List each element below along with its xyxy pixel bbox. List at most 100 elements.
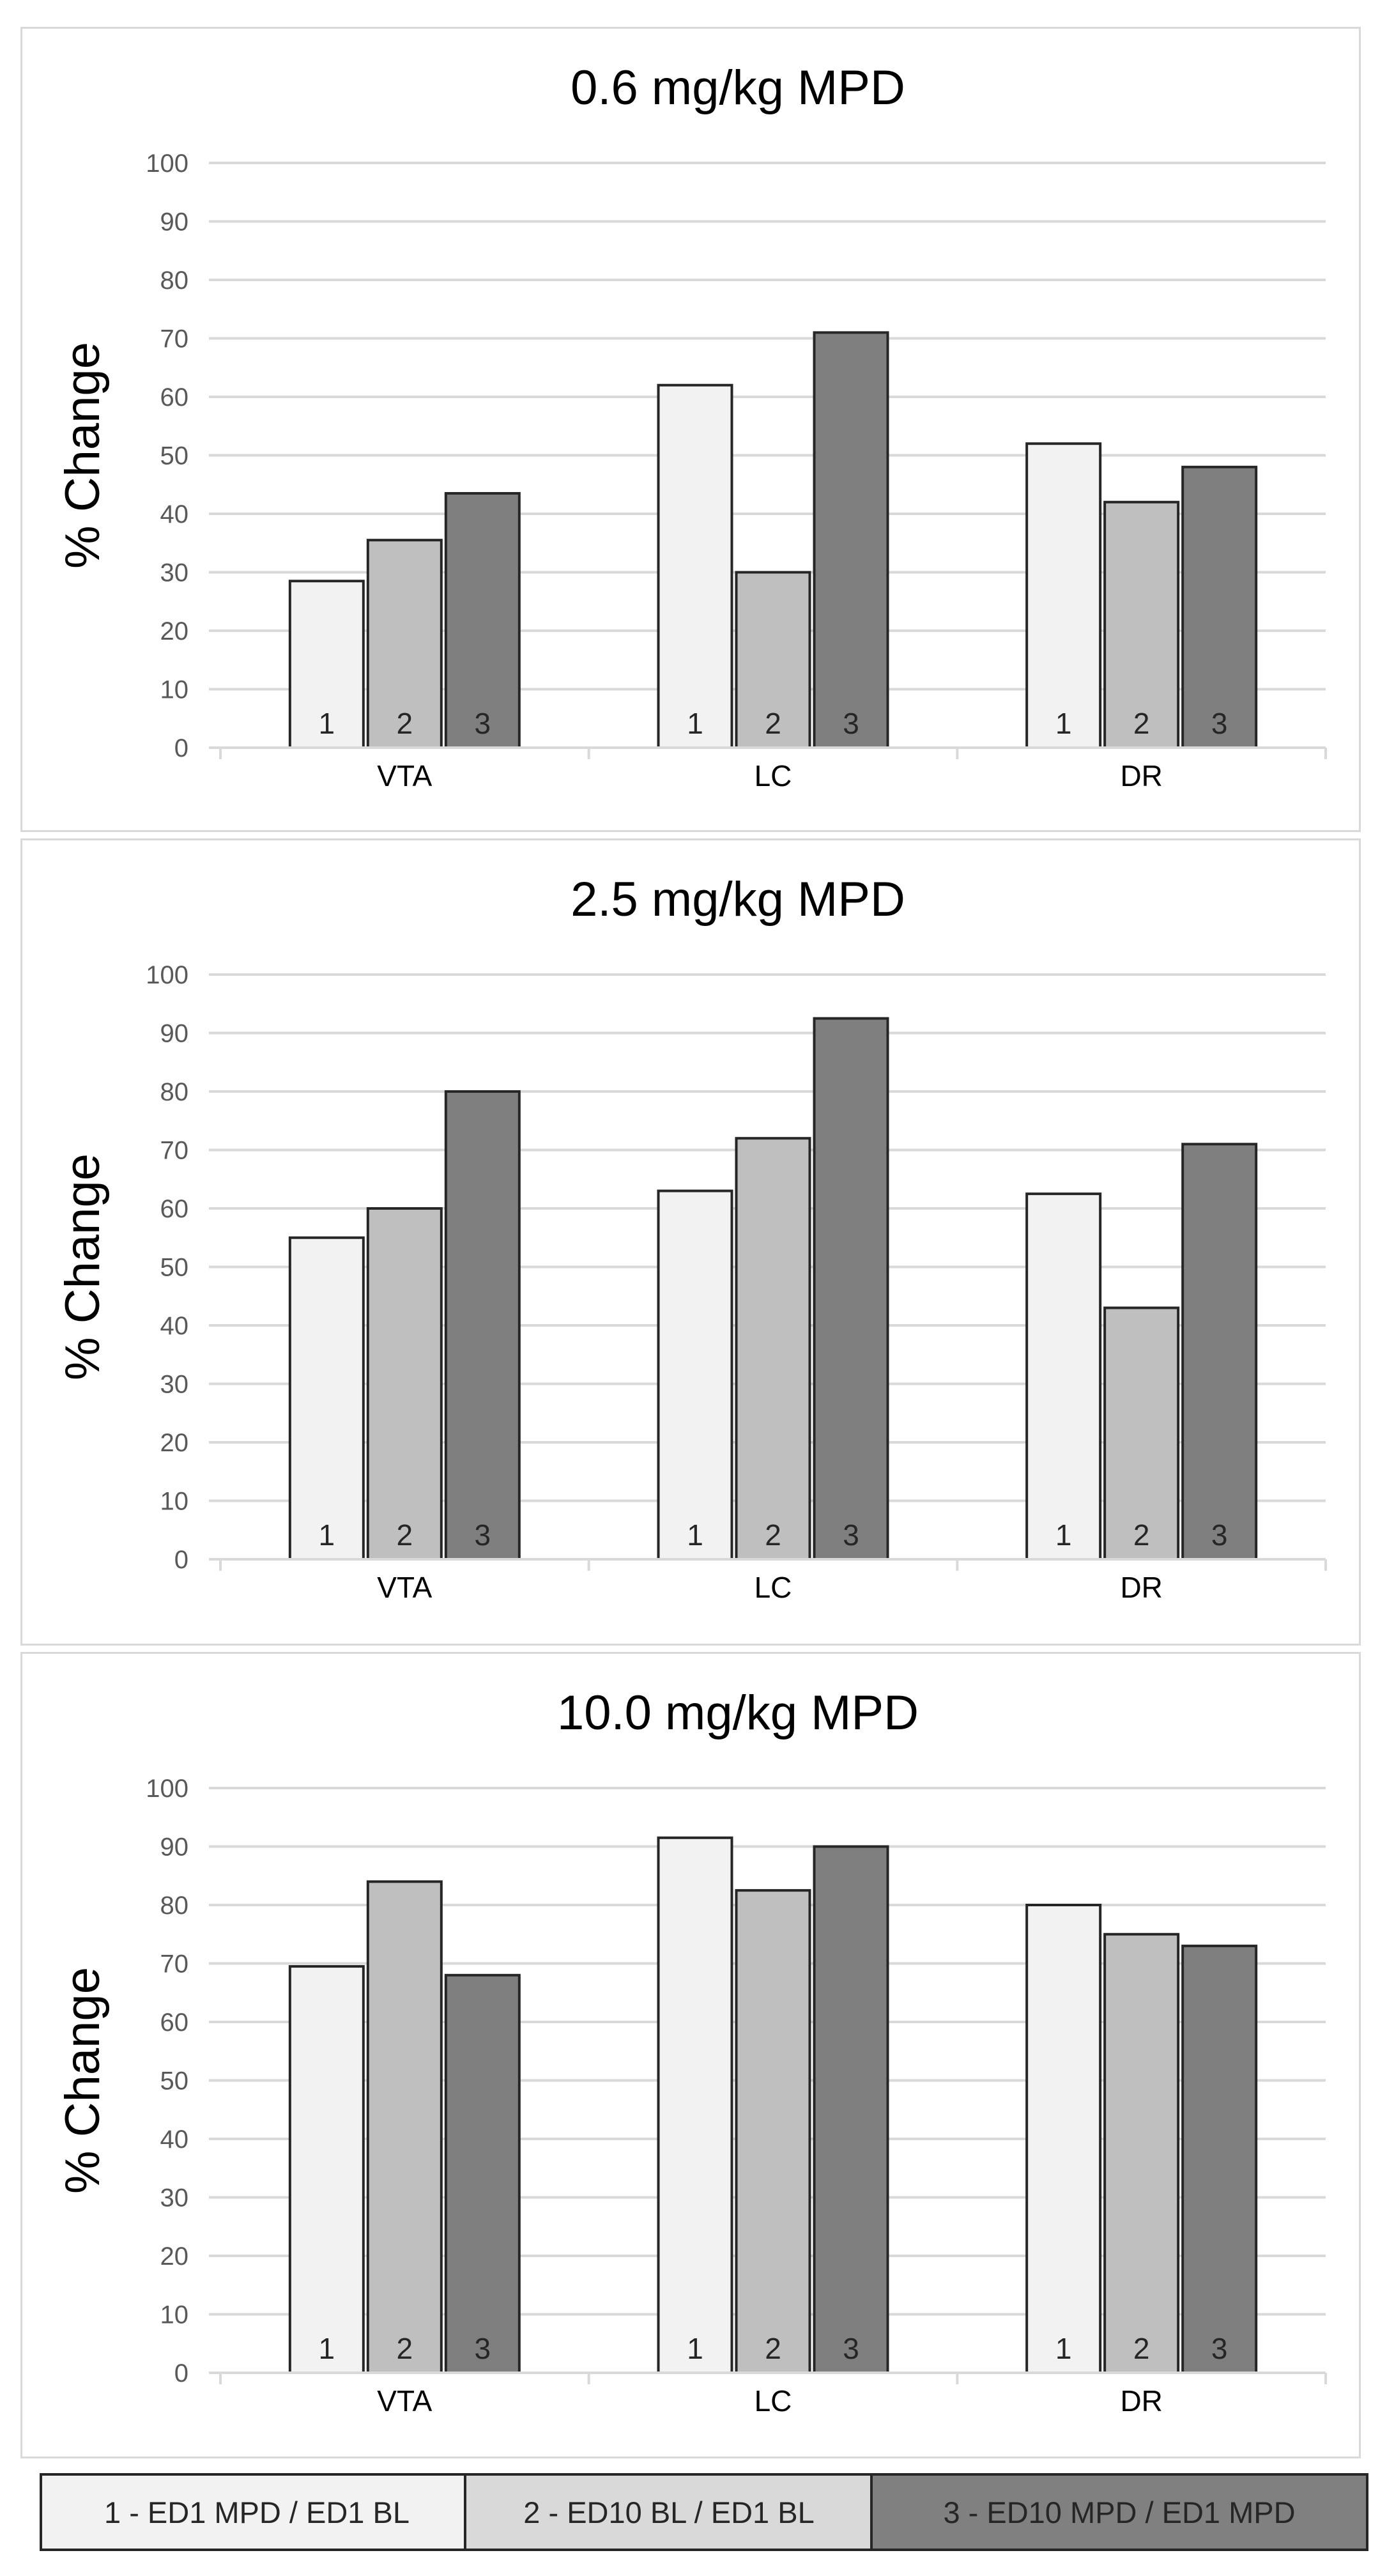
x-tick-label: VTA [377,2384,432,2418]
bar-dr-series-3 [1181,465,1258,749]
y-tick-label: 70 [160,325,189,353]
bar-dr-series-1 [1025,1904,1102,2374]
y-tick-label: 50 [160,1254,189,1282]
bar-number-label: 3 [475,2332,491,2365]
bar-number-label: 1 [687,707,703,740]
y-tick-label: 60 [160,2009,189,2037]
y-tick-label: 0 [174,2359,188,2387]
bar-vta-series-2 [366,1880,443,2374]
bar-lc-series-3 [813,1845,889,2374]
y-tick-label: 40 [160,500,189,528]
bar-number-label: 3 [843,2332,859,2365]
chart-svg-3: 10.0 mg/kg MPD % Change 0 10 20 30 40 50 60 70 80 9… [56,1686,1327,2418]
bar-dr-series-2 [1103,500,1180,749]
y-tick-label: 20 [160,1429,189,1457]
y-tick-label: 60 [160,383,189,412]
y-tick-label: 70 [160,1950,189,1978]
bar-vta-series-2 [366,1207,443,1561]
y-tick-label: 90 [160,1020,189,1048]
bar-number-label: 2 [397,707,413,740]
y-tick-label: 20 [160,2242,189,2271]
chart-title: 0.6 mg/kg MPD [571,61,905,115]
y-tick-label: 30 [160,1371,189,1399]
y-tick-label: 80 [160,1892,189,1920]
bar-number-label: 2 [1133,1518,1150,1552]
bar-dr-series-1 [1025,442,1102,749]
y-tick-label: 100 [146,150,188,178]
bar-number-label: 1 [687,2332,703,2365]
bar-dr-series-2 [1103,1306,1180,1561]
y-tick-label: 100 [146,961,188,989]
bar-number-label: 3 [1211,707,1228,740]
bar-number-label: 2 [765,2332,781,2365]
y-tick-label: 40 [160,1312,189,1340]
bar-vta-series-2 [366,539,443,749]
legend-item-series-2: 2 - ED10 BL / ED1 BL [464,2473,874,2551]
y-tick-label: 50 [160,442,189,470]
bar-number-label: 3 [843,707,859,740]
x-tick-label: VTA [377,1571,432,1604]
bar-dr-series-3 [1181,1143,1258,1561]
bar-number-label: 1 [319,1518,335,1552]
bar-lc-series-2 [735,1889,811,2374]
y-tick-label: 0 [174,1546,188,1574]
bar-number-label: 3 [475,1518,491,1552]
bar-number-label: 2 [397,2332,413,2365]
bar-number-label: 3 [1211,2332,1228,2365]
y-tick-label: 10 [160,1488,189,1516]
chart-title: 2.5 mg/kg MPD [571,872,905,927]
bar-lc-series-2 [735,1137,811,1561]
bar-lc-series-1 [657,383,733,749]
bar-vta-series-3 [444,1090,521,1561]
y-tick-label: 80 [160,266,189,295]
y-axis-label: % Change [56,1967,110,2194]
y-tick-label: 0 [174,734,188,762]
y-tick-label: 70 [160,1137,189,1165]
bar-number-label: 3 [1211,1518,1228,1552]
bar-number-label: 2 [1133,707,1150,740]
bar-dr-series-3 [1181,1945,1258,2374]
y-tick-label: 10 [160,676,189,704]
chart-panel-1: 0.6 mg/kg MPD % Change 0 10 20 30 40 50 60 70 80 90… [20,27,1361,832]
bar-lc-series-1 [657,1189,733,1561]
x-tick-label: VTA [377,759,432,792]
bar-number-label: 3 [475,707,491,740]
bar-number-label: 1 [1055,1518,1072,1552]
y-axis-label: % Change [56,342,110,569]
bar-number-label: 1 [319,707,335,740]
y-tick-label: 50 [160,2067,189,2095]
bar-vta-series-1 [288,1965,365,2374]
y-tick-label: 10 [160,2301,189,2329]
legend: 1 - ED1 MPD / ED1 BL 2 - ED10 BL / ED1 B… [19,2473,1368,2556]
y-tick-label: 30 [160,2184,189,2212]
bar-number-label: 1 [687,1518,703,1552]
y-tick-label: 60 [160,1195,189,1223]
bar-vta-series-3 [444,1973,521,2374]
y-tick-label: 40 [160,2125,189,2154]
chart-title: 10.0 mg/kg MPD [557,1686,919,1740]
y-tick-label: 80 [160,1078,189,1106]
y-tick-label: 90 [160,208,189,236]
bar-dr-series-1 [1025,1192,1102,1561]
bar-number-label: 3 [843,1518,859,1552]
x-tick-label: DR [1120,759,1162,792]
x-tick-label: LC [755,1571,792,1604]
bar-number-label: 1 [319,2332,335,2365]
bar-lc-series-1 [657,1836,733,2374]
x-tick-label: DR [1120,1571,1162,1604]
bar-dr-series-2 [1103,1932,1180,2374]
legend-item-series-3: 3 - ED10 MPD / ED1 MPD [870,2473,1368,2551]
x-tick-label: DR [1120,2384,1162,2418]
legend-item-series-1: 1 - ED1 MPD / ED1 BL [40,2473,474,2551]
bar-number-label: 1 [1055,707,1072,740]
chart-svg-1: 0.6 mg/kg MPD % Change 0 10 20 30 40 50 60 70 80 90… [56,61,1327,792]
bar-lc-series-3 [813,1017,889,1561]
y-tick-label: 30 [160,559,189,587]
chart-svg-2: 2.5 mg/kg MPD % Change 0 10 20 30 40 50 60 70 80 90… [56,872,1327,1604]
x-tick-label: LC [755,759,792,792]
bar-number-label: 2 [397,1518,413,1552]
bar-number-label: 2 [765,707,781,740]
bar-lc-series-3 [813,331,889,750]
y-tick-label: 90 [160,1833,189,1862]
bar-vta-series-1 [288,1236,365,1561]
